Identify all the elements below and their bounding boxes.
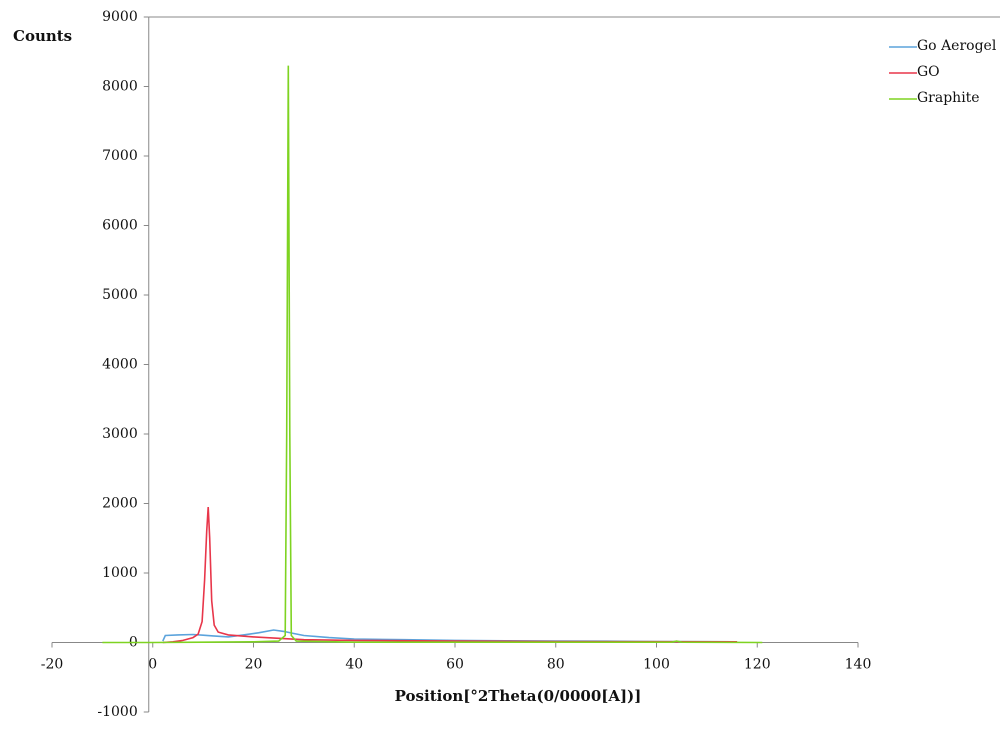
x-axis-label: Position[°2Theta(0/0000[A])] [395,687,642,705]
y-tick-label: 9000 [102,9,138,25]
y-tick-label: 6000 [102,218,138,234]
x-tick-label: 40 [345,657,363,673]
x-tick-label: 0 [148,657,157,673]
x-tick-label: 140 [845,657,872,673]
y-tick-label: 3000 [102,426,138,442]
x-tick-label: 80 [547,657,565,673]
x-tick-label: 100 [643,657,670,673]
series-line [102,65,763,644]
legend-label: Go Aerogel [917,38,997,54]
x-tick-label: 60 [446,657,464,673]
y-tick-label: 5000 [102,287,138,303]
series-line [162,506,738,644]
y-axis-label: Counts [13,27,72,45]
x-tick-label: 120 [744,657,771,673]
y-tick-label: 1000 [102,565,138,581]
y-tick-label: 7000 [102,148,138,164]
y-tick-label: 8000 [102,79,138,95]
legend-label: Graphite [917,90,980,106]
y-tick-label: 2000 [102,496,138,512]
y-tick-label: -1000 [97,704,137,720]
x-tick-label: -20 [41,657,64,673]
x-tick-label: 20 [245,657,263,673]
legend-label: GO [917,64,940,80]
y-tick-label: 4000 [102,357,138,373]
